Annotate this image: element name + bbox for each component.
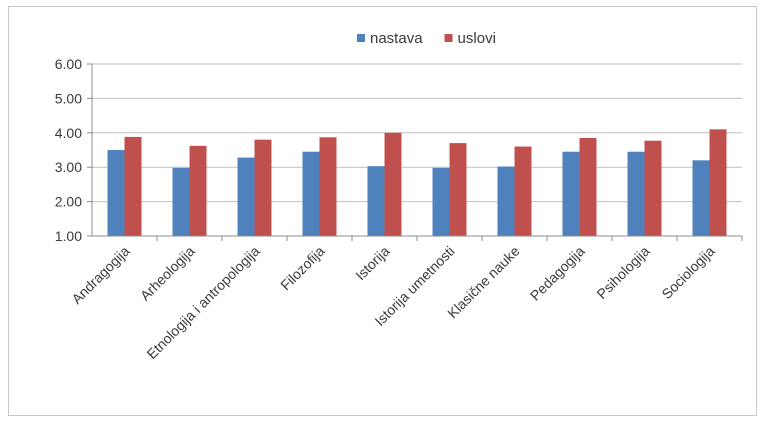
legend-swatch-nastava: [357, 34, 365, 42]
bar-uslovi: [579, 137, 597, 236]
x-category-label: Psihologija: [593, 243, 652, 302]
bar-uslovi: [384, 132, 402, 236]
bars: [107, 129, 727, 236]
bar-uslovi: [449, 143, 467, 236]
bar-uslovi: [514, 146, 532, 236]
bar-nastava: [172, 167, 190, 236]
bar-nastava: [107, 150, 125, 236]
x-category-label: Filozofija: [277, 243, 328, 294]
bar-uslovi: [644, 140, 662, 236]
axes: [91, 64, 743, 241]
x-category-label: Istorija: [352, 243, 393, 284]
y-axis-ticks: 1.00 2.00 3.00 4.00 5.00 6.00: [55, 56, 92, 244]
x-category-label: Arheologija: [137, 243, 198, 304]
y-tick-label: 3.00: [55, 159, 82, 175]
bar-uslovi: [709, 129, 727, 236]
bar-uslovi: [319, 137, 337, 236]
bar-uslovi: [254, 139, 272, 236]
x-category-label: Sociologija: [658, 243, 717, 302]
legend-label-uslovi: uslovi: [458, 30, 496, 47]
y-tick-label: 5.00: [55, 90, 82, 106]
legend-label-nastava: nastava: [370, 30, 423, 47]
x-category-label: Pedagogija: [527, 243, 588, 304]
bar-uslovi: [124, 136, 142, 236]
bar-nastava: [367, 166, 385, 236]
y-tick-label: 2.00: [55, 194, 82, 210]
y-tick-label: 6.00: [55, 56, 82, 72]
x-category-label: Etnologija i antropologija: [143, 243, 262, 362]
bar-uslovi: [189, 145, 207, 236]
bar-nastava: [497, 166, 515, 236]
y-tick-label: 1.00: [55, 228, 82, 244]
bar-nastava: [432, 167, 450, 236]
bar-nastava: [237, 157, 255, 236]
bar-nastava: [302, 151, 320, 236]
y-tick-label: 4.00: [55, 125, 82, 141]
legend-swatch-uslovi: [444, 34, 453, 42]
bar-nastava: [627, 151, 645, 236]
bar-nastava: [562, 151, 580, 236]
bar-nastava: [692, 160, 710, 236]
x-category-label: Andragogija: [68, 243, 132, 307]
legend: nastava uslovi: [357, 30, 496, 47]
